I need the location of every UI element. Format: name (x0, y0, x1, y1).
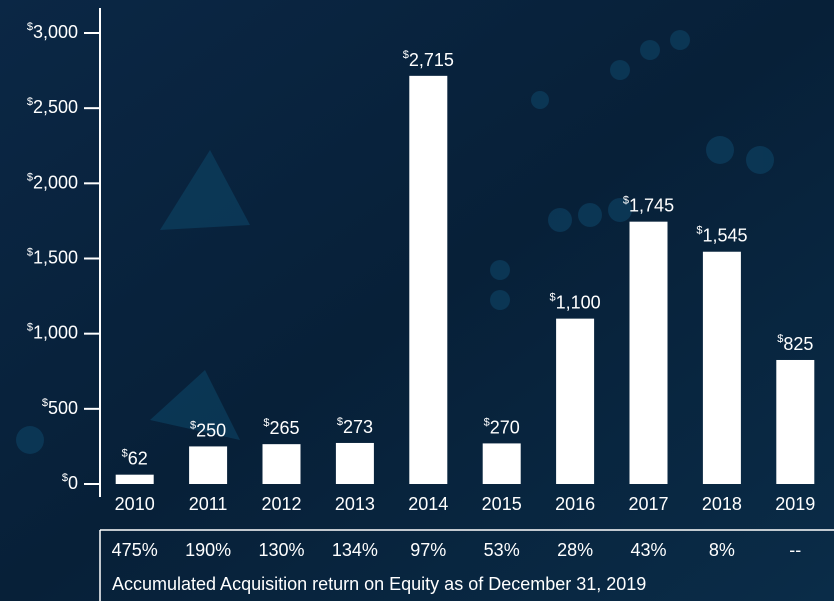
x-tick-label: 2017 (628, 494, 668, 514)
value-label: $265 (263, 417, 299, 438)
value-label: $273 (337, 416, 373, 437)
return-label: 28% (557, 540, 593, 560)
value-label: $270 (484, 416, 520, 437)
return-label: 190% (185, 540, 231, 560)
return-label: 97% (410, 540, 446, 560)
bar (629, 221, 668, 484)
value-label: $2,715 (403, 49, 454, 70)
return-label: 8% (709, 540, 735, 560)
x-tick-label: 2016 (555, 494, 595, 514)
y-tick-label: $1,000 (27, 322, 78, 343)
value-label: $1,545 (696, 225, 747, 246)
bar (482, 443, 521, 484)
bar (335, 442, 374, 484)
x-tick-label: 2010 (115, 494, 155, 514)
x-tick-label: 2015 (482, 494, 522, 514)
return-label: 53% (484, 540, 520, 560)
y-tick-label: $2,500 (27, 96, 78, 117)
x-tick-label: 2013 (335, 494, 375, 514)
value-label: $1,100 (550, 292, 601, 313)
bar (262, 444, 301, 484)
y-tick-label: $1,500 (27, 246, 78, 267)
bar (189, 446, 228, 484)
value-label: $62 (122, 448, 148, 469)
value-label: $1,745 (623, 195, 674, 216)
y-tick-label: $3,000 (27, 21, 78, 42)
return-label: 134% (332, 540, 378, 560)
return-label: 130% (258, 540, 304, 560)
bar (776, 359, 815, 484)
x-tick-label: 2018 (702, 494, 742, 514)
x-tick-label: 2011 (189, 494, 228, 514)
decoration (16, 30, 774, 454)
bar (556, 318, 595, 484)
return-label: 475% (112, 540, 158, 560)
x-tick-label: 2019 (775, 494, 815, 514)
value-label: $250 (190, 419, 226, 440)
return-label: -- (789, 540, 801, 560)
bar (115, 474, 154, 484)
x-tick-label: 2014 (408, 494, 448, 514)
bar (409, 75, 448, 484)
value-label: $825 (777, 333, 813, 354)
y-tick-label: $500 (42, 397, 78, 418)
bar (702, 251, 741, 484)
y-tick-label: $0 (62, 472, 78, 493)
return-label: 43% (630, 540, 666, 560)
x-tick-label: 2012 (261, 494, 301, 514)
caption: Accumulated Acquisition return on Equity… (112, 574, 646, 594)
y-tick-label: $2,000 (27, 171, 78, 192)
